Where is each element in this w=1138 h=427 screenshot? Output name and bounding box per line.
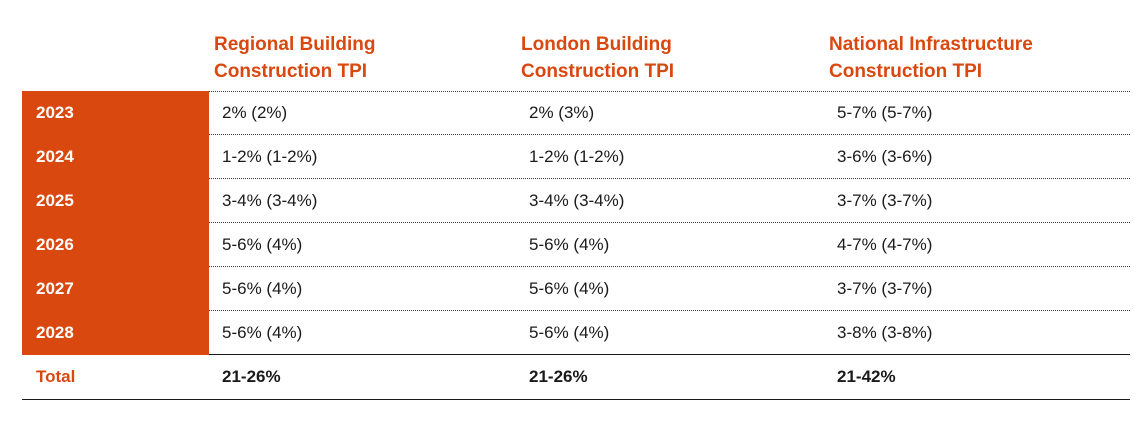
regional-value: 1-2% (1-2%) (222, 146, 318, 166)
table-row: 2027 5-6% (4%) 5-6% (4%) 3-7% (3-7%) (22, 266, 1130, 311)
header-regional-building: Regional Building Construction TPI (214, 34, 376, 82)
total-regional-value: 21-26% (222, 367, 281, 386)
national-value: 4-7% (4-7%) (837, 234, 933, 254)
header-london-building: London Building Construction TPI (521, 34, 675, 82)
regional-value: 5-6% (4%) (222, 322, 303, 342)
national-value: 3-6% (3-6%) (837, 146, 933, 166)
tpi-forecast-table: Regional Building Construction TPI Londo… (22, 0, 1130, 400)
total-national-value: 21-42% (837, 367, 896, 386)
regional-value: 3-4% (3-4%) (222, 190, 318, 210)
national-value: 3-8% (3-8%) (837, 322, 933, 342)
london-value: 5-6% (4%) (529, 322, 610, 342)
year-cell: 2026 (22, 222, 209, 267)
london-value: 3-4% (3-4%) (529, 190, 625, 210)
table-row: 2025 3-4% (3-4%) 3-4% (3-4%) 3-7% (3-7%) (22, 178, 1130, 223)
national-value: 3-7% (3-7%) (837, 190, 933, 210)
year-cell: 2027 (22, 266, 209, 311)
national-value: 5-7% (5-7%) (837, 103, 933, 122)
table-row: 2024 1-2% (1-2%) 1-2% (1-2%) 3-6% (3-6%) (22, 134, 1130, 179)
year-cell: 2025 (22, 178, 209, 223)
regional-value: 2% (2%) (222, 103, 288, 122)
regional-value: 5-6% (4%) (222, 278, 303, 298)
total-label: Total (36, 367, 76, 386)
total-row: Total 21-26% 21-26% 21-42% (22, 355, 1130, 400)
london-value: 5-6% (4%) (529, 278, 610, 298)
london-value: 2% (3%) (529, 103, 595, 122)
total-london-value: 21-26% (529, 367, 588, 386)
year-cell: 2023 (22, 91, 209, 135)
year-cell: 2024 (22, 134, 209, 179)
year-cell: 2028 (22, 310, 209, 355)
table-header-row: Regional Building Construction TPI Londo… (22, 0, 1130, 91)
regional-value: 5-6% (4%) (222, 234, 303, 254)
table-row: 2026 5-6% (4%) 5-6% (4%) 4-7% (4-7%) (22, 222, 1130, 267)
national-value: 3-7% (3-7%) (837, 278, 933, 298)
table-row: 2028 5-6% (4%) 5-6% (4%) 3-8% (3-8%) (22, 310, 1130, 355)
table-row: 2023 2% (2%) 2% (3%) 5-7% (5-7%) (22, 91, 1130, 135)
header-national-infrastructure: National Infrastructure Construction TPI (829, 34, 1033, 82)
london-value: 5-6% (4%) (529, 234, 610, 254)
london-value: 1-2% (1-2%) (529, 146, 625, 166)
